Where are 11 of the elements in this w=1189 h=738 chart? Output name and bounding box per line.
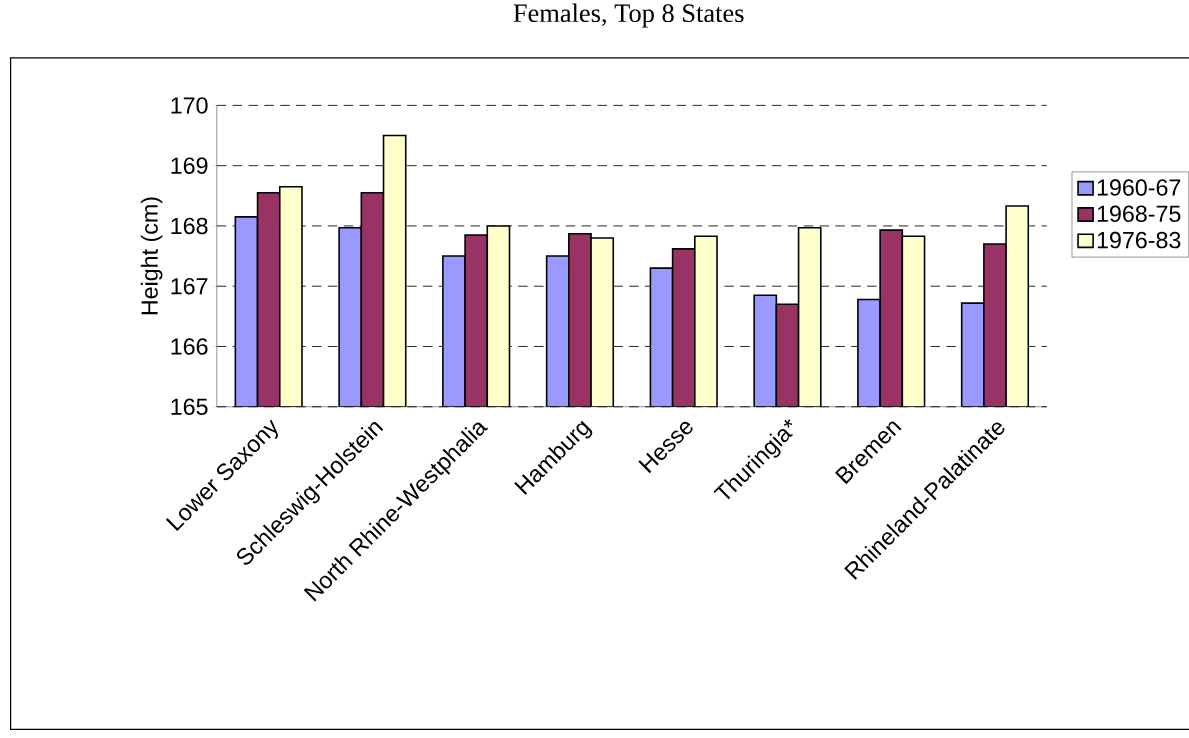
y-tick-label: 168 [171, 217, 208, 235]
y-tick-label: 165 [171, 398, 208, 416]
legend-label: 1968-75 [1097, 205, 1181, 223]
y-tick-label: 167 [171, 278, 208, 295]
chart-title: Females, Top 8 States [513, 3, 744, 28]
legend-label: 1960-67 [1097, 179, 1181, 196]
y-tick-label: 170 [171, 97, 208, 114]
y-tick-label: 169 [171, 157, 208, 175]
y-axis-title: Height (cm) [140, 197, 163, 315]
y-tick-label: 166 [171, 338, 208, 355]
legend-label: 1976-83 [1097, 232, 1181, 249]
